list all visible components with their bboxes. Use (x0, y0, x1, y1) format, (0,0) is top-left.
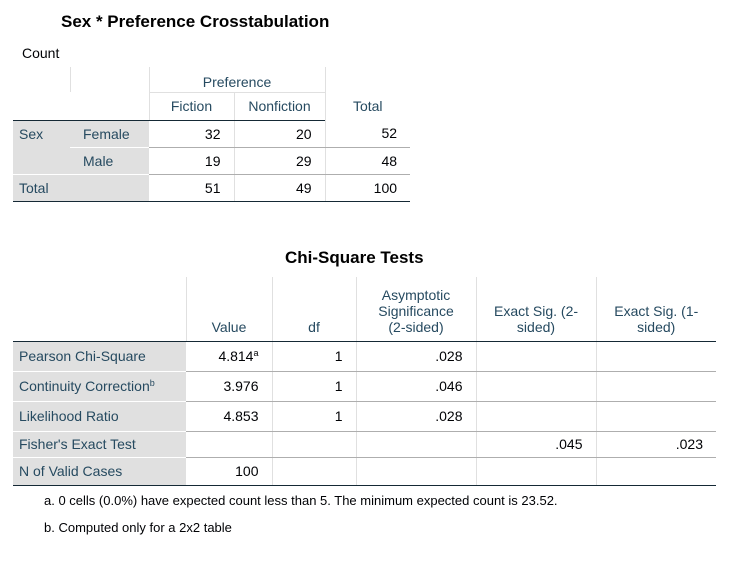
test-label: N of Valid Cases (13, 457, 186, 486)
cell-asymp (356, 457, 477, 486)
cell-value: 4.853 (186, 401, 273, 432)
exact-sig-1-header-text: Exact Sig. (1-sided) (614, 302, 699, 335)
total-col-header: Total (324, 67, 411, 120)
cell-fiction: 19 (149, 147, 235, 175)
corner-cell (70, 92, 150, 121)
table-row: Fisher's Exact Test .045 .023 (13, 431, 716, 458)
cell-df: 1 (272, 341, 357, 372)
cell-exact1 (596, 341, 716, 372)
cell-exact1 (596, 401, 716, 432)
corner-cell (13, 67, 71, 92)
table-row: Total 51 49 100 (13, 174, 411, 202)
cell-total: 100 (325, 174, 411, 202)
table-row: Likelihood Ratio 4.853 1 .028 (13, 401, 716, 432)
crosstab-count-label: Count (22, 45, 60, 61)
cell-df: 1 (272, 401, 357, 432)
test-label-text: Likelihood Ratio (19, 408, 119, 424)
asymp-sig-header-text: Asymptotic Significance (2-sided) (378, 286, 454, 335)
cell-asymp: .046 (356, 371, 477, 402)
cell-fiction: 51 (149, 174, 235, 202)
cell-nonfiction: 49 (234, 174, 326, 202)
row-group-label: Total (13, 174, 70, 202)
test-label-text: Pearson Chi-Square (19, 348, 146, 364)
value-text: 100 (235, 463, 259, 479)
cell-value: 4.814a (186, 341, 273, 372)
table-row: Male 19 29 48 (13, 147, 411, 175)
row-group-label: Sex (13, 120, 70, 147)
test-label-text: Fisher's Exact Test (19, 436, 136, 452)
cell-nonfiction: 20 (234, 120, 326, 148)
cell-exact1: .023 (596, 431, 716, 458)
value-text: 4.853 (223, 408, 259, 424)
cell-asymp (356, 431, 477, 458)
footnote-a: a. 0 cells (0.0%) have expected count le… (44, 493, 558, 508)
test-label-text: N of Valid Cases (19, 463, 123, 479)
exact-sig-1-header: Exact Sig. (1-sided) (596, 277, 716, 342)
cell-exact2: .045 (476, 431, 597, 458)
footnote-b: b. Computed only for a 2x2 table (44, 520, 232, 535)
test-label-text: Continuity Correction (19, 378, 150, 394)
test-label: Fisher's Exact Test (13, 431, 186, 458)
row-label: Female (70, 120, 149, 148)
df-header: df (272, 277, 357, 342)
crosstab-table: Preference Total Fiction Nonfiction Sex … (13, 67, 411, 202)
corner-cell (13, 277, 187, 342)
cell-value (186, 431, 273, 458)
cell-total: 52 (325, 120, 411, 148)
cell-df (272, 457, 357, 486)
chisq-table: Value df Asymptotic Significance (2-side… (13, 277, 716, 486)
row-group-label (13, 147, 70, 175)
cell-df: 1 (272, 371, 357, 402)
cell-asymp: .028 (356, 401, 477, 432)
test-label: Continuity Correctionb (13, 371, 186, 402)
corner-cell (13, 92, 70, 121)
asymp-sig-header: Asymptotic Significance (2-sided) (356, 277, 477, 342)
footnote-marker: b (149, 378, 155, 388)
cell-nonfiction: 29 (234, 147, 326, 175)
value-text: 4.814 (218, 348, 254, 364)
preference-header: Preference (149, 67, 326, 93)
fiction-header: Fiction (149, 92, 235, 121)
nonfiction-header: Nonfiction (234, 92, 326, 121)
cell-value: 3.976 (186, 371, 273, 402)
cell-exact1 (596, 457, 716, 486)
value-text: 3.976 (223, 378, 259, 394)
test-label: Likelihood Ratio (13, 401, 186, 432)
footnote-marker: a (253, 348, 259, 358)
cell-exact2 (476, 457, 597, 486)
row-label: Male (70, 147, 149, 175)
cell-value: 100 (186, 457, 273, 486)
cell-exact2 (476, 341, 597, 372)
table-row: N of Valid Cases 100 (13, 457, 716, 486)
cell-asymp: .028 (356, 341, 477, 372)
cell-exact1 (596, 371, 716, 402)
exact-sig-2-header: Exact Sig. (2-sided) (476, 277, 597, 342)
table-row: Pearson Chi-Square 4.814a 1 .028 (13, 341, 716, 372)
cell-exact2 (476, 371, 597, 402)
test-label: Pearson Chi-Square (13, 341, 186, 372)
cell-exact2 (476, 401, 597, 432)
row-label (70, 174, 149, 202)
table-row: Continuity Correctionb 3.976 1 .046 (13, 371, 716, 402)
value-header: Value (186, 277, 273, 342)
corner-cell (70, 67, 150, 92)
cell-fiction: 32 (149, 120, 235, 148)
cell-df (272, 431, 357, 458)
cell-total: 48 (325, 147, 411, 175)
exact-sig-2-header-text: Exact Sig. (2-sided) (493, 302, 579, 335)
table-row: Sex Female 32 20 52 (13, 120, 411, 148)
crosstab-title: Sex * Preference Crosstabulation (61, 12, 330, 31)
chisq-title: Chi-Square Tests (285, 248, 424, 267)
